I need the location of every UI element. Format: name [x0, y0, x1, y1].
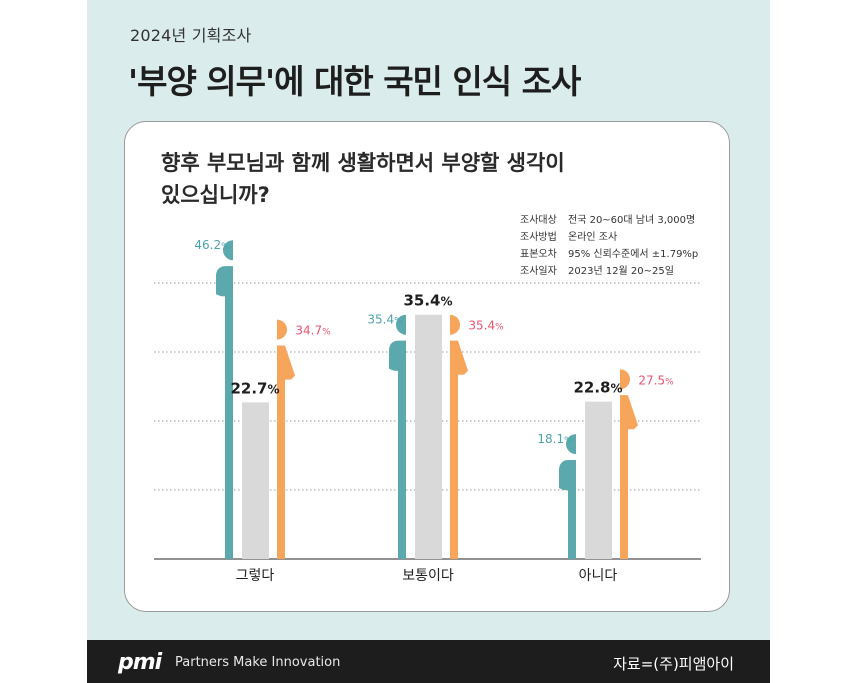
method-row: 조사방법 온라인 조사 — [520, 229, 698, 246]
female-figure-body — [620, 395, 638, 430]
footer-tagline: Partners Make Innovation — [175, 655, 341, 670]
male-figure-body — [559, 460, 576, 491]
male-figure-body — [389, 340, 406, 371]
male-figure-leg — [398, 340, 406, 559]
male-figure-leg — [568, 460, 576, 559]
data-label-female: 35.4% — [468, 319, 504, 333]
data-label-female: 27.5% — [638, 373, 674, 387]
male-figure-leg — [225, 266, 233, 559]
method-key: 조사대상 — [520, 215, 557, 226]
x-tick-label: 보통이다 — [402, 568, 454, 584]
report-kicker: 2024년 기획조사 — [130, 26, 252, 45]
x-tick-label: 그렇다 — [236, 568, 275, 584]
survey-question: 향후 부모님과 함께 생활하면서 부양할 생각이 있으십니까? — [161, 147, 661, 211]
method-value: 95% 신뢰수준에서 ±1.79%p — [568, 249, 699, 260]
method-value: 온라인 조사 — [568, 232, 618, 243]
data-label-total: 22.8% — [573, 379, 622, 397]
female-figure-leg — [450, 340, 458, 559]
data-label-male: 46.2% — [194, 238, 230, 252]
data-label-male: 35.4% — [367, 313, 403, 327]
pmi-logo: pmi — [118, 650, 162, 675]
female-figure-body — [277, 345, 295, 380]
method-key: 조사일자 — [520, 266, 557, 277]
data-source: 자료=(주)피앰아이 — [613, 655, 734, 673]
female-figure-head — [620, 369, 630, 390]
method-key: 표본오차 — [520, 249, 557, 260]
question-line-1: 향후 부모님과 함께 생활하면서 부양할 생각이 — [161, 151, 565, 175]
bar-total — [585, 401, 612, 559]
method-value: 2023년 12월 20~25일 — [568, 266, 674, 277]
female-figure-leg — [277, 345, 285, 559]
male-figure-head — [223, 240, 233, 261]
female-figure-leg — [620, 395, 628, 559]
male-figure-head — [566, 434, 576, 455]
method-key: 조사방법 — [520, 232, 557, 243]
female-figure-head — [450, 314, 460, 335]
survey-method-box: 조사대상 전국 20~60대 남녀 3,000명 조사방법 온라인 조사 표본오차 9… — [520, 212, 698, 280]
female-figure-head — [277, 319, 287, 340]
data-label-total: 22.7% — [230, 379, 279, 397]
x-tick-label: 아니다 — [579, 568, 618, 584]
page-title: '부양 의무'에 대한 국민 인식 조사 — [128, 62, 581, 101]
footer-bar: pmi Partners Make Innovation 자료=(주)피앰아이 — [87, 640, 770, 683]
method-row: 조사대상 전국 20~60대 남녀 3,000명 — [520, 212, 698, 229]
male-figure-head — [396, 314, 406, 335]
question-line-2: 있으십니까? — [161, 183, 270, 207]
bar-total — [415, 314, 442, 559]
method-row: 조사일자 2023년 12월 20~25일 — [520, 263, 698, 280]
data-label-total: 35.4% — [403, 292, 452, 310]
data-label-male: 18.1% — [537, 432, 573, 446]
female-figure-body — [450, 340, 468, 375]
data-label-female: 34.7% — [295, 324, 331, 338]
male-figure-body — [216, 266, 233, 297]
method-row: 표본오차 95% 신뢰수준에서 ±1.79%p — [520, 246, 698, 263]
method-value: 전국 20~60대 남녀 3,000명 — [568, 215, 696, 226]
bar-total — [242, 402, 269, 559]
